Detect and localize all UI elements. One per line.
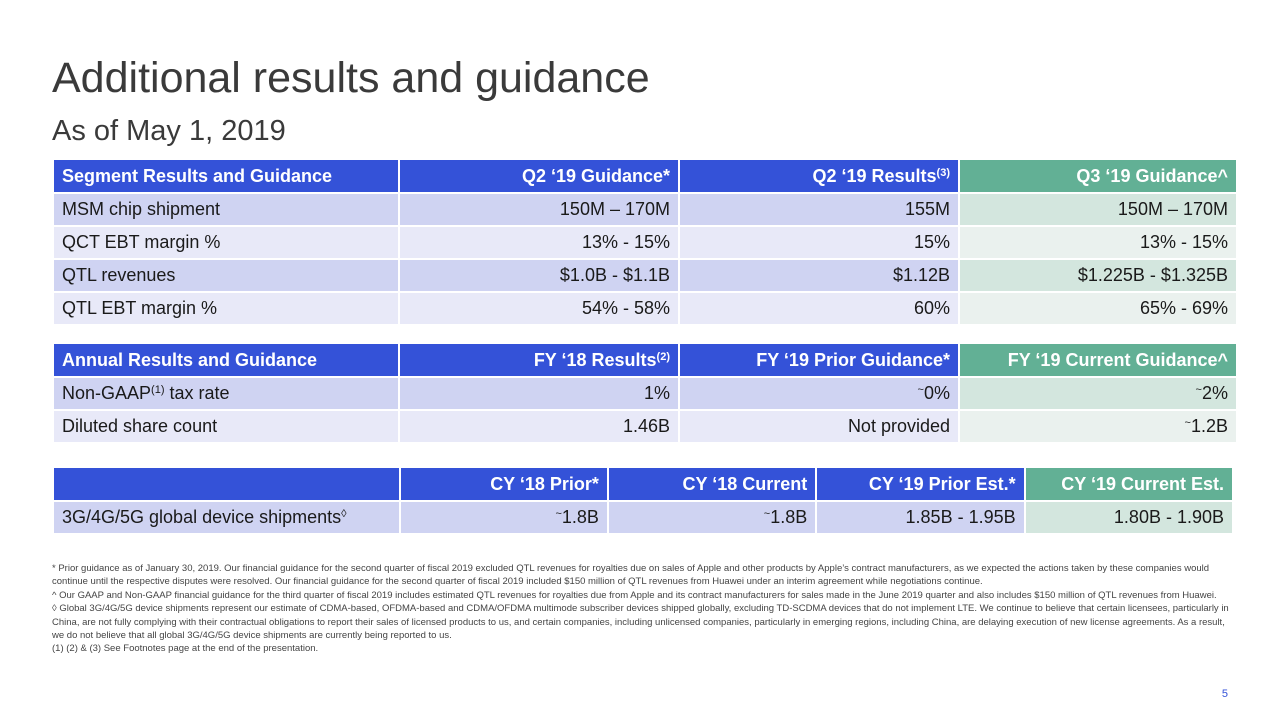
- table-cell: $1.0B - $1.1B: [400, 260, 678, 291]
- page-title: Additional results and guidance: [52, 54, 650, 102]
- table-cell: 65% - 69%: [960, 293, 1236, 324]
- segment-results-table: Segment Results and Guidance Q2 ‘19 Guid…: [52, 158, 1238, 326]
- row-label-text: tax rate: [164, 383, 230, 403]
- footnote: ◊ Global 3G/4G/5G device shipments repre…: [52, 603, 1229, 642]
- approx-marker: ~: [555, 508, 562, 520]
- table-cell: 150M – 170M: [960, 194, 1236, 225]
- table-row: QCT EBT margin % 13% - 15% 15% 13% - 15%: [54, 227, 1236, 258]
- cell-value: 0%: [923, 383, 950, 403]
- table-header-row: CY ‘18 Prior* CY ‘18 Current CY ‘19 Prio…: [54, 468, 1232, 500]
- table-cell: 60%: [680, 293, 958, 324]
- approx-marker: ~: [763, 508, 771, 520]
- row-label: QTL EBT margin %: [54, 293, 398, 324]
- table-cell: ~1.2B: [960, 411, 1236, 442]
- row-label: QTL revenues: [54, 260, 398, 291]
- table-cell: 150M – 170M: [400, 194, 678, 225]
- table-row: Diluted share count 1.46B Not provided ~…: [54, 411, 1236, 442]
- row-label-text: 3G/4G/5G global device shipments: [62, 507, 342, 527]
- column-header: [54, 468, 399, 500]
- column-header: CY ‘18 Prior*: [400, 468, 607, 500]
- table-cell: 1.46B: [400, 411, 678, 442]
- table-cell: ~0%: [680, 378, 958, 409]
- table-cell: 15%: [680, 227, 958, 258]
- table-cell: 13% - 15%: [960, 227, 1236, 258]
- footnote: * Prior guidance as of January 30, 2019.…: [52, 563, 1210, 588]
- row-label: Non-GAAP(1) tax rate: [54, 378, 398, 409]
- table-cell: 1%: [400, 378, 678, 409]
- footnote-marker: (2): [656, 350, 670, 363]
- column-header: CY ‘19 Current Est.: [1025, 468, 1232, 500]
- table-cell: Not provided: [680, 411, 958, 442]
- column-header: Q3 ‘19 Guidance^: [960, 160, 1236, 192]
- approx-marker: ~: [1195, 384, 1202, 396]
- footnote-marker: ◊: [341, 508, 347, 520]
- cell-value: 2%: [1201, 383, 1228, 403]
- table-cell: 1.80B - 1.90B: [1025, 502, 1232, 533]
- table-cell: 1.85B - 1.95B: [817, 502, 1024, 533]
- table-cell: 13% - 15%: [400, 227, 678, 258]
- column-header: FY ‘18 Results(2): [400, 344, 678, 376]
- device-shipments-table: CY ‘18 Prior* CY ‘18 Current CY ‘19 Prio…: [52, 466, 1234, 535]
- table-cell: 54% - 58%: [400, 293, 678, 324]
- cell-value: 1.2B: [1190, 416, 1228, 436]
- footnote: (1) (2) & (3) See Footnotes page at the …: [52, 643, 319, 655]
- footnote-marker: (1): [151, 384, 165, 396]
- column-header: FY ‘19 Prior Guidance*: [680, 344, 958, 376]
- table-row: QTL revenues $1.0B - $1.1B $1.12B $1.225…: [54, 260, 1236, 291]
- footnote: ^ Our GAAP and Non-GAAP financial guidan…: [52, 589, 1217, 601]
- column-header: CY ‘18 Current: [608, 468, 816, 500]
- footnote-marker: (3): [936, 166, 950, 179]
- column-header: Q2 ‘19 Guidance*: [400, 160, 678, 192]
- row-label: MSM chip shipment: [54, 194, 398, 225]
- cell-value: 1.8B: [561, 507, 599, 527]
- table-cell: ~2%: [960, 378, 1236, 409]
- cell-value: 1.8B: [770, 507, 808, 527]
- footnotes: * Prior guidance as of January 30, 2019.…: [52, 562, 1232, 656]
- table-row: Non-GAAP(1) tax rate 1% ~0% ~2%: [54, 378, 1236, 409]
- annual-results-table: Annual Results and Guidance FY ‘18 Resul…: [52, 342, 1238, 444]
- approx-marker: ~: [1184, 417, 1191, 429]
- column-header-text: Q2 ‘19 Results: [812, 165, 937, 186]
- row-label: Diluted share count: [54, 411, 398, 442]
- column-header-text: FY ‘18 Results: [533, 349, 657, 370]
- row-label-text: Non-GAAP: [62, 383, 152, 403]
- table-cell: ~1.8B: [400, 502, 607, 533]
- approx-marker: ~: [917, 384, 924, 396]
- column-header: Segment Results and Guidance: [54, 160, 398, 192]
- table-header-row: Annual Results and Guidance FY ‘18 Resul…: [54, 344, 1236, 376]
- page-subtitle: As of May 1, 2019: [52, 115, 286, 147]
- column-header: CY ‘19 Prior Est.*: [817, 468, 1024, 500]
- table-row: 3G/4G/5G global device shipments◊ ~1.8B …: [54, 502, 1232, 533]
- table-cell: ~1.8B: [608, 502, 816, 533]
- table-row: MSM chip shipment 150M – 170M 155M 150M …: [54, 194, 1236, 225]
- row-label: 3G/4G/5G global device shipments◊: [54, 502, 399, 533]
- table-header-row: Segment Results and Guidance Q2 ‘19 Guid…: [54, 160, 1236, 192]
- table-cell: $1.225B - $1.325B: [960, 260, 1236, 291]
- table-cell: $1.12B: [680, 260, 958, 291]
- column-header: FY ‘19 Current Guidance^: [960, 344, 1236, 376]
- column-header: Q2 ‘19 Results(3): [680, 160, 958, 192]
- row-label: QCT EBT margin %: [54, 227, 398, 258]
- page-number: 5: [1221, 688, 1228, 700]
- table-row: QTL EBT margin % 54% - 58% 60% 65% - 69%: [54, 293, 1236, 324]
- column-header: Annual Results and Guidance: [54, 344, 398, 376]
- table-cell: 155M: [680, 194, 958, 225]
